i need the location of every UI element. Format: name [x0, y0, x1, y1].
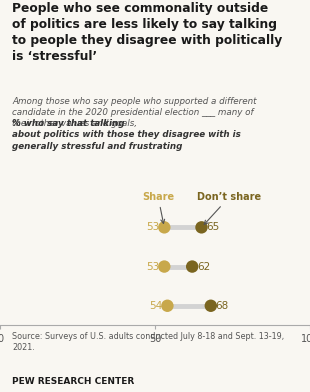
Text: 54: 54	[149, 301, 163, 311]
Text: 53: 53	[146, 261, 160, 272]
Point	[208, 303, 213, 309]
Point	[199, 224, 204, 230]
Text: Source: Surveys of U.S. adults conducted July 8-18 and Sept. 13-19,
2021.: Source: Surveys of U.S. adults conducted…	[12, 332, 285, 352]
Text: 68: 68	[215, 301, 229, 311]
Point	[162, 224, 167, 230]
Text: Among those who say people who supported a different
candidate in the 2020 presi: Among those who say people who supported…	[12, 97, 257, 129]
Text: People who see commonality outside
of politics are less likely to say talking
to: People who see commonality outside of po…	[12, 2, 283, 63]
Text: PEW RESEARCH CENTER: PEW RESEARCH CENTER	[12, 377, 135, 387]
Point	[165, 303, 170, 309]
Point	[162, 263, 167, 270]
Text: Share: Share	[142, 192, 174, 223]
Point	[190, 263, 195, 270]
Text: 62: 62	[197, 261, 210, 272]
Text: % who say that talking
about politics with those they disagree with is
generally: % who say that talking about politics wi…	[12, 119, 241, 151]
Text: 65: 65	[206, 222, 219, 232]
Text: 53: 53	[146, 222, 160, 232]
Text: Don’t share: Don’t share	[197, 192, 261, 224]
